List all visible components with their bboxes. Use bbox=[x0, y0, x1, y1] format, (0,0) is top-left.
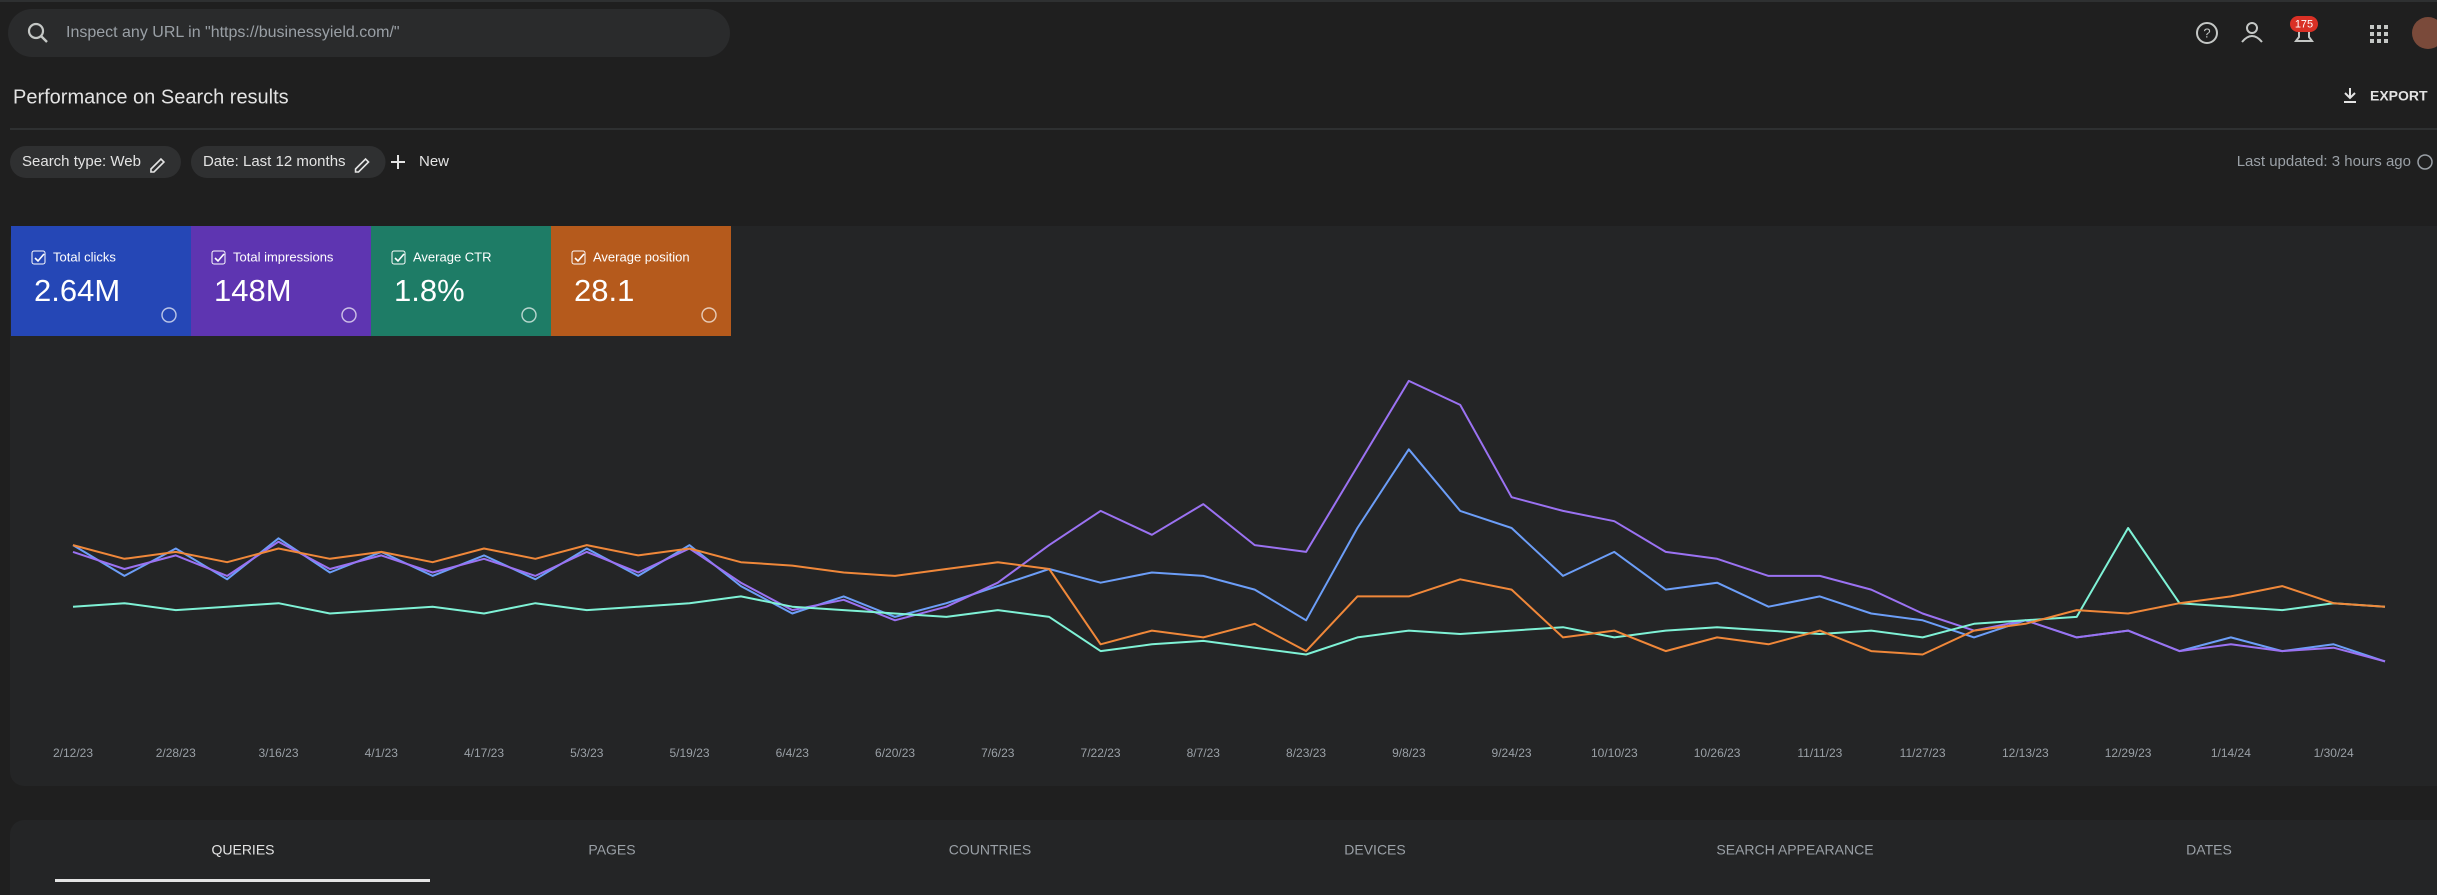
search-icon-handle bbox=[40, 35, 48, 43]
active-tab-indicator bbox=[55, 879, 430, 882]
metric-tiles: Total clicks 2.64M Total impressions 148M Av… bbox=[11, 226, 731, 336]
tabs: QUERIES PAGES COUNTRIES DEVICES SEARCH APPEA… bbox=[211, 842, 2231, 858]
plot: 2/12/23 2/28/23 3/16/23 4/1/23 4/17/23 5/3/23… bbox=[53, 379, 2386, 760]
metric-tile[interactable]: Total clicks 2.64M bbox=[11, 226, 191, 336]
new-icon bbox=[391, 155, 405, 169]
metric-tile[interactable]: Average position 28.1 bbox=[551, 226, 731, 336]
edit-icon bbox=[150, 157, 166, 173]
metric-help bbox=[521, 307, 537, 323]
chart-card bbox=[10, 226, 2437, 786]
x-tick-label: 5/3/23 bbox=[570, 746, 604, 760]
notification-count: 175 bbox=[2295, 18, 2313, 30]
series-line bbox=[72, 544, 2386, 656]
metric-name: Average CTR bbox=[413, 249, 492, 264]
metric-tile-bg bbox=[551, 226, 731, 336]
tab[interactable]: QUERIES bbox=[211, 842, 274, 858]
x-tick-label: 7/22/23 bbox=[1081, 746, 1121, 760]
x-tick-label: 10/10/23 bbox=[1591, 746, 1638, 760]
x-tick-label: 8/7/23 bbox=[1187, 746, 1221, 760]
tile-check bbox=[214, 253, 225, 263]
x-tick-label: 9/8/23 bbox=[1392, 746, 1426, 760]
tile-check bbox=[394, 253, 405, 263]
search-placeholder[interactable]: Inspect any URL in "https://businessyiel… bbox=[66, 24, 400, 41]
x-tick-label: 11/11/23 bbox=[1797, 746, 1842, 760]
filter-chip[interactable]: Search type: Web bbox=[10, 146, 181, 178]
help-icon-glyph: ? bbox=[2203, 25, 2210, 40]
metric-tile-bg bbox=[371, 226, 551, 336]
metric-total: 2.64M bbox=[34, 273, 120, 308]
tile-checkbox bbox=[211, 250, 226, 265]
filter-chip-label[interactable]: Date: Last 12 months bbox=[203, 153, 346, 170]
x-tick-label: 5/19/23 bbox=[670, 746, 710, 760]
series-line bbox=[72, 527, 2386, 656]
search-box[interactable] bbox=[8, 9, 730, 57]
search-icon bbox=[27, 22, 45, 40]
metric-name: Average position bbox=[593, 249, 690, 264]
x-tick-label: 8/23/23 bbox=[1286, 746, 1326, 760]
x-tick-label: 12/29/23 bbox=[2105, 746, 2152, 760]
export-button[interactable]: EXPORT bbox=[2370, 88, 2428, 104]
tabs-card bbox=[10, 820, 2437, 895]
tab[interactable]: SEARCH APPEARANCE bbox=[1716, 842, 1873, 858]
x-tick-label: 3/16/23 bbox=[258, 746, 298, 760]
filter-chips: Search type: Web Date: Last 12 months bbox=[10, 146, 386, 178]
filter-chip-bg bbox=[190, 146, 386, 178]
x-tick-label: 1/14/24 bbox=[2211, 746, 2251, 760]
x-tick-label: 4/17/23 bbox=[464, 746, 504, 760]
metric-tile[interactable]: Average CTR 1.8% bbox=[371, 226, 551, 336]
tile-checkbox bbox=[391, 250, 406, 265]
metric-tile-bg bbox=[191, 226, 371, 336]
filter-chip-label[interactable]: Search type: Web bbox=[22, 153, 141, 170]
page-title: Performance on Search results bbox=[13, 86, 289, 108]
x-tick-label: 1/30/24 bbox=[2314, 746, 2354, 760]
metric-help bbox=[341, 307, 357, 323]
tile-check bbox=[574, 253, 585, 263]
metric-name: Total clicks bbox=[53, 249, 116, 264]
tab[interactable]: COUNTRIES bbox=[949, 842, 1031, 858]
avatar[interactable] bbox=[2412, 17, 2437, 49]
tile-checkbox bbox=[571, 250, 586, 265]
x-tick-label: 11/27/23 bbox=[1900, 746, 1946, 760]
x-tick-label: 9/24/23 bbox=[1492, 746, 1532, 760]
notification-badge bbox=[2290, 16, 2318, 32]
last-updated: Last updated: 3 hours ago bbox=[2237, 153, 2411, 170]
apps-icon[interactable] bbox=[2370, 25, 2388, 43]
help-icon[interactable] bbox=[2196, 22, 2218, 44]
metric-total: 148M bbox=[214, 273, 292, 308]
x-tick-label: 2/12/23 bbox=[53, 746, 93, 760]
metric-total: 1.8% bbox=[394, 273, 465, 308]
x-tick-label: 12/13/23 bbox=[2002, 746, 2049, 760]
metric-help bbox=[701, 307, 717, 323]
export-icon bbox=[2344, 88, 2356, 103]
metric-total: 28.1 bbox=[574, 273, 634, 308]
metric-tile[interactable]: Total impressions 148M bbox=[191, 226, 371, 336]
tab[interactable]: DEVICES bbox=[1344, 842, 1405, 858]
filter-chip-bg bbox=[10, 146, 181, 178]
series-line bbox=[72, 379, 2386, 663]
metric-name: Total impressions bbox=[233, 249, 334, 264]
users-icon-body bbox=[2241, 35, 2263, 43]
tile-check bbox=[34, 253, 45, 263]
metric-help bbox=[161, 307, 177, 323]
edit-icon bbox=[354, 157, 370, 173]
tile-checkbox bbox=[31, 250, 46, 265]
tab[interactable]: PAGES bbox=[588, 842, 635, 858]
last-updated-help[interactable] bbox=[2417, 154, 2433, 170]
x-tick-label: 7/6/23 bbox=[981, 746, 1015, 760]
x-tick-label: 10/26/23 bbox=[1694, 746, 1741, 760]
x-tick-label: 4/1/23 bbox=[365, 746, 399, 760]
metric-tile-bg bbox=[11, 226, 191, 336]
x-tick-label: 6/20/23 bbox=[875, 746, 915, 760]
tab[interactable]: DATES bbox=[2186, 842, 2232, 858]
x-tick-label: 2/28/23 bbox=[156, 746, 196, 760]
new-filter[interactable]: New bbox=[419, 153, 449, 170]
x-tick-label: 6/4/23 bbox=[776, 746, 810, 760]
users-icon[interactable] bbox=[2246, 22, 2258, 34]
filter-chip[interactable]: Date: Last 12 months bbox=[190, 146, 386, 178]
